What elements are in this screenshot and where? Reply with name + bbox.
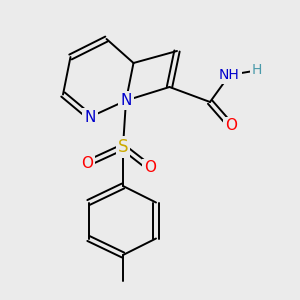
Text: O: O [225,118,237,134]
Text: O: O [81,156,93,171]
Text: H: H [251,64,262,77]
Text: N: N [84,110,96,124]
Text: O: O [144,160,156,175]
Text: S: S [118,138,128,156]
Text: N: N [120,93,132,108]
Text: NH: NH [219,68,240,82]
